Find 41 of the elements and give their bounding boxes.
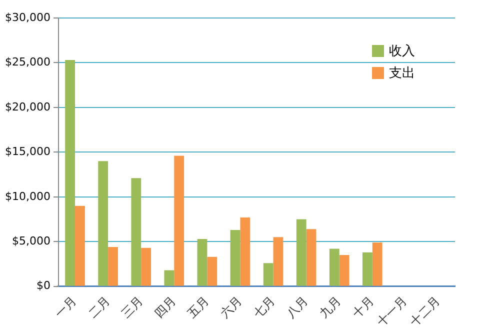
bar <box>98 161 108 286</box>
x-tick-label: 二月 <box>86 294 112 321</box>
bar <box>207 256 218 286</box>
x-tick-label: 五月 <box>184 294 212 321</box>
bar <box>75 206 85 286</box>
bar <box>296 219 306 286</box>
x-tick-label: 八月 <box>284 294 311 321</box>
bar <box>230 230 240 286</box>
y-tick-label: $0 <box>36 279 50 292</box>
bar <box>263 263 274 286</box>
legend-label: 收入 <box>389 43 415 60</box>
bar <box>108 247 118 286</box>
y-tick-label: $25,000 <box>4 56 50 69</box>
x-tick-label: 十月 <box>350 294 377 321</box>
bar <box>197 238 208 286</box>
bar <box>362 252 372 286</box>
bar <box>339 255 350 286</box>
x-tick-label: 七月 <box>250 294 278 321</box>
y-tick-label: $30,000 <box>4 10 50 24</box>
bar <box>273 237 284 286</box>
y-tick-label: $5,000 <box>12 234 50 248</box>
bar <box>240 217 250 286</box>
y-tick-label: $20,000 <box>4 100 50 114</box>
x-tick-label: 四月 <box>152 294 178 321</box>
x-tick-label: 一月 <box>52 294 80 321</box>
x-tick-label: 十一月 <box>374 294 410 330</box>
bar <box>65 60 76 286</box>
x-tick-label: 九月 <box>316 294 344 321</box>
x-tick-label: 六月 <box>218 294 245 321</box>
y-tick-label: $15,000 <box>4 145 50 158</box>
bar <box>306 229 316 286</box>
bar <box>164 270 174 286</box>
x-tick-label: 十二月 <box>407 294 443 330</box>
legend-label: 支出 <box>389 65 415 82</box>
bar <box>372 242 382 286</box>
bar <box>131 178 142 286</box>
y-tick-label: $10,000 <box>4 190 50 203</box>
bar <box>141 248 152 286</box>
bar <box>174 156 184 286</box>
x-tick-label: 三月 <box>118 294 146 321</box>
bar <box>329 248 340 286</box>
